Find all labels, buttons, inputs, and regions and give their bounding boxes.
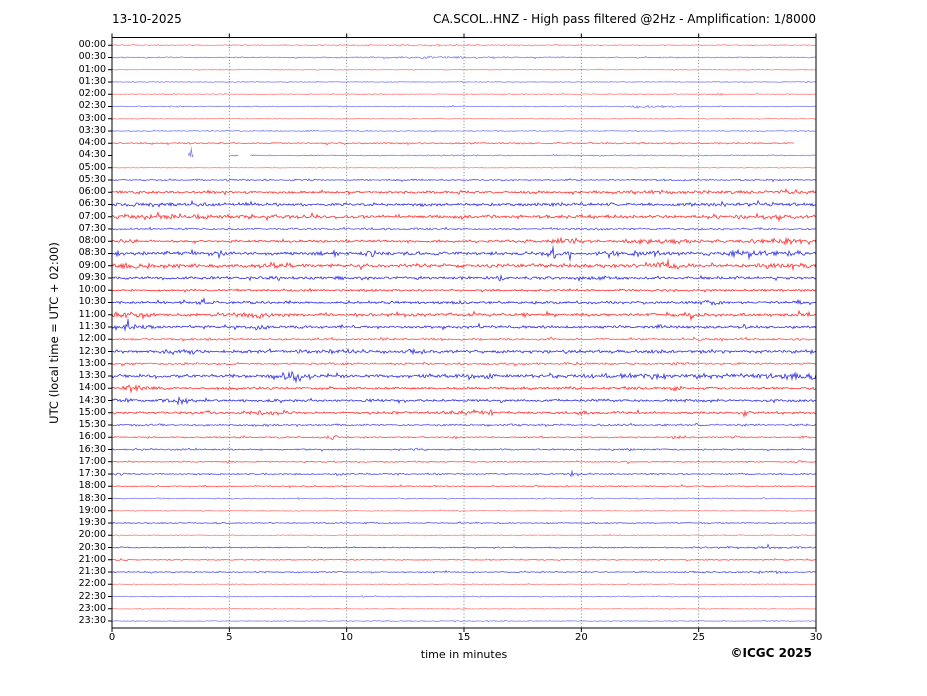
x-tick-label: 25: [692, 632, 706, 643]
y-tick-label: 04:30: [78, 149, 106, 161]
plot-title: CA.SCOL..HNZ - High pass filtered @2Hz -…: [433, 12, 816, 26]
x-tick-label: 15: [457, 632, 471, 643]
y-tick-label: 20:30: [78, 541, 106, 553]
x-tick-label: 5: [226, 632, 233, 643]
y-tick-label: 14:30: [78, 394, 106, 406]
y-tick-label: 03:30: [78, 124, 106, 136]
y-tick-label: 02:00: [78, 88, 106, 100]
y-tick-label: 00:30: [78, 51, 106, 63]
y-tick-label: 07:00: [78, 210, 106, 222]
y-tick-label: 12:30: [78, 345, 106, 357]
y-tick-label: 03:00: [78, 112, 106, 124]
y-tick-label: 21:30: [78, 566, 106, 578]
y-tick-label: 18:00: [78, 480, 106, 492]
y-tick-label: 14:00: [78, 382, 106, 394]
y-tick-label: 06:00: [78, 186, 106, 198]
y-tick-label: 09:30: [78, 271, 106, 283]
y-tick-label: 11:30: [78, 320, 106, 332]
y-tick-label: 17:30: [78, 468, 106, 480]
y-tick-label: 01:30: [78, 75, 106, 87]
y-tick-label: 22:30: [78, 590, 106, 602]
y-tick-label: 11:00: [78, 308, 106, 320]
plot-date: 13-10-2025: [112, 12, 182, 26]
y-tick-label: 06:30: [78, 198, 106, 210]
y-tick-label: 17:00: [78, 455, 106, 467]
y-tick-label: 00:00: [78, 39, 106, 51]
y-tick-label: 05:00: [78, 161, 106, 173]
y-tick-label: 19:30: [78, 517, 106, 529]
y-tick-label: 23:30: [78, 615, 106, 627]
y-tick-label: 10:00: [78, 284, 106, 296]
copyright-label: ©ICGC 2025: [730, 646, 812, 660]
y-tick-label: 08:00: [78, 235, 106, 247]
y-tick-label: 21:00: [78, 553, 106, 565]
y-tick-label: 02:30: [78, 100, 106, 112]
y-tick-label: 15:30: [78, 419, 106, 430]
y-tick-label: 16:30: [78, 443, 106, 455]
y-tick-label: 07:30: [78, 222, 106, 234]
y-tick-label: 22:00: [78, 578, 106, 590]
y-tick-label: 05:30: [78, 173, 106, 185]
x-tick-label: 0: [108, 632, 116, 643]
y-tick-label: 20:00: [78, 529, 106, 541]
y-tick-label: 23:00: [78, 602, 106, 614]
y-tick-label: 01:00: [78, 63, 106, 75]
y-tick-label: 08:30: [78, 247, 106, 259]
y-tick-label: 16:00: [78, 431, 106, 443]
x-tick-label: 20: [574, 632, 588, 643]
y-tick-label: 15:00: [78, 406, 106, 418]
x-tick-label: 10: [340, 632, 354, 643]
x-axis-label: time in minutes: [420, 648, 508, 661]
x-tick-label: 30: [809, 632, 823, 643]
y-tick-label: 09:00: [78, 259, 106, 271]
y-tick-label: 18:30: [78, 492, 106, 504]
y-tick-label: 19:00: [78, 504, 106, 516]
y-tick-label: 13:30: [78, 370, 106, 381]
y-tick-label: 04:00: [78, 137, 106, 149]
y-tick-label: 13:00: [78, 357, 106, 369]
y-tick-label: 12:00: [78, 333, 106, 345]
y-tick-label: 10:30: [78, 296, 106, 308]
